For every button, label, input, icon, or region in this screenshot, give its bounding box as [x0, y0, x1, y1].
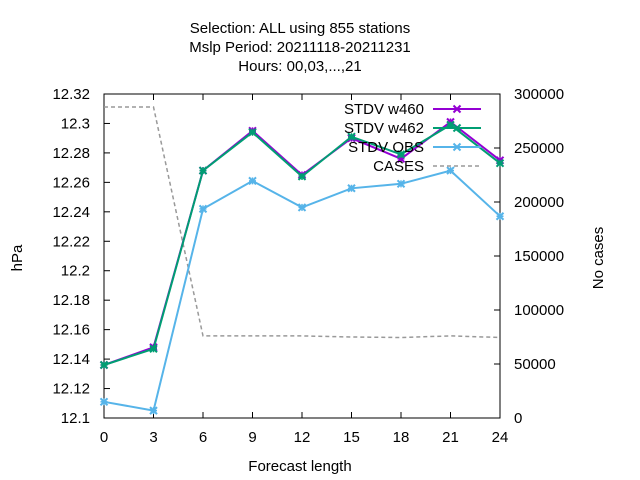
- y-tick-label: 12.24: [52, 204, 90, 221]
- chart-title: Selection: ALL using 855 stations Mslp P…: [189, 20, 411, 75]
- y-tick-label: 12.12: [52, 381, 90, 398]
- y2-tick-label: 150000: [514, 248, 564, 265]
- legend-marker-stdv-w460: [452, 104, 462, 114]
- series-line-stdv-w460: [103, 120, 501, 366]
- title-line-1: Selection: ALL using 855 stations: [190, 20, 410, 37]
- y2-tick-label: 50000: [514, 356, 556, 373]
- data-point-stdv-obs: [149, 406, 158, 415]
- y2-tick-label: 250000: [514, 140, 564, 157]
- data-point-stdv-obs: [297, 203, 307, 212]
- data-point-stdv-obs: [248, 176, 257, 186]
- data-point-stdv-w462: [149, 344, 158, 353]
- x-tick-label: 24: [492, 429, 509, 446]
- x-tick-label: 21: [442, 429, 459, 446]
- y2-tick-label: 200000: [514, 194, 564, 211]
- x-axis-label: Forecast length: [248, 458, 351, 475]
- x-tick-label: 0: [100, 429, 108, 446]
- y-tick-label: 12.3: [61, 115, 90, 132]
- data-point-stdv-w462: [297, 172, 307, 181]
- y2-tick-label: 300000: [514, 86, 564, 103]
- title-line-2: Mslp Period: 20211118-20211231: [189, 39, 411, 56]
- data-point-stdv-obs: [99, 397, 109, 407]
- legend-marker-stdv-obs: [452, 142, 462, 152]
- y-tick-label: 12.2: [61, 263, 90, 280]
- data-point-stdv-w462: [396, 150, 406, 159]
- x-tick-label: 9: [248, 429, 256, 446]
- legend-label-cases: CASES: [373, 158, 424, 175]
- series-line-cases: [104, 106, 501, 339]
- y-axis-right: 0 50000 100000 150000 200000 250000 300000: [494, 86, 564, 427]
- y-tick-label: 12.18: [52, 292, 90, 309]
- x-tick-label: 6: [199, 429, 207, 446]
- title-line-3: Hours: 00,03,...,21: [238, 58, 361, 75]
- legend-label-stdv-w462: STDV w462: [344, 120, 424, 137]
- legend-label-stdv-w460: STDV w460: [344, 101, 424, 118]
- legend-label-stdv-obs: STDV OBS: [348, 139, 424, 156]
- y-tick-label: 12.22: [52, 233, 90, 250]
- y-tick-label: 12.28: [52, 145, 90, 162]
- y-tick-label: 12.1: [61, 410, 90, 427]
- data-point-stdv-obs: [198, 204, 208, 214]
- data-point-stdv-obs: [396, 179, 406, 189]
- y-axis-label: hPa: [9, 244, 26, 271]
- legend: STDV w460 STDV w462 STDV OBS CASES: [344, 101, 481, 175]
- data-point-stdv-w462: [99, 360, 109, 370]
- series-layer: [99, 106, 505, 415]
- y2-tick-label: 0: [514, 410, 522, 427]
- y2-tick-label: 100000: [514, 302, 564, 319]
- data-point-stdv-w462: [495, 159, 505, 168]
- y-tick-label: 12.16: [52, 322, 90, 339]
- data-point-stdv-w462: [198, 166, 208, 175]
- y-tick-label: 12.26: [52, 174, 90, 191]
- x-tick-label: 18: [393, 429, 410, 446]
- y-tick-label: 12.14: [52, 351, 90, 368]
- data-point-stdv-obs: [446, 166, 455, 175]
- legend-marker-stdv-w462: [452, 123, 462, 133]
- series-line-stdv-w462: [103, 123, 501, 366]
- x-tick-label: 12: [294, 429, 311, 446]
- x-axis: 0 3 6 9 12 15 18 21 24: [100, 94, 509, 446]
- x-tick-label: 15: [343, 429, 360, 446]
- y-axis-left: 12.1 12.12 12.14 12.16 12.18 12.2 12.22 12.24 12…: [52, 86, 110, 427]
- y2-axis-label: No cases: [590, 227, 607, 290]
- data-point-stdv-obs: [495, 212, 505, 221]
- y-tick-label: 12.32: [52, 86, 90, 103]
- x-tick-label: 3: [149, 429, 157, 446]
- data-point-stdv-w462: [248, 128, 257, 137]
- data-point-stdv-w462: [347, 132, 356, 141]
- data-point-stdv-obs: [347, 184, 356, 193]
